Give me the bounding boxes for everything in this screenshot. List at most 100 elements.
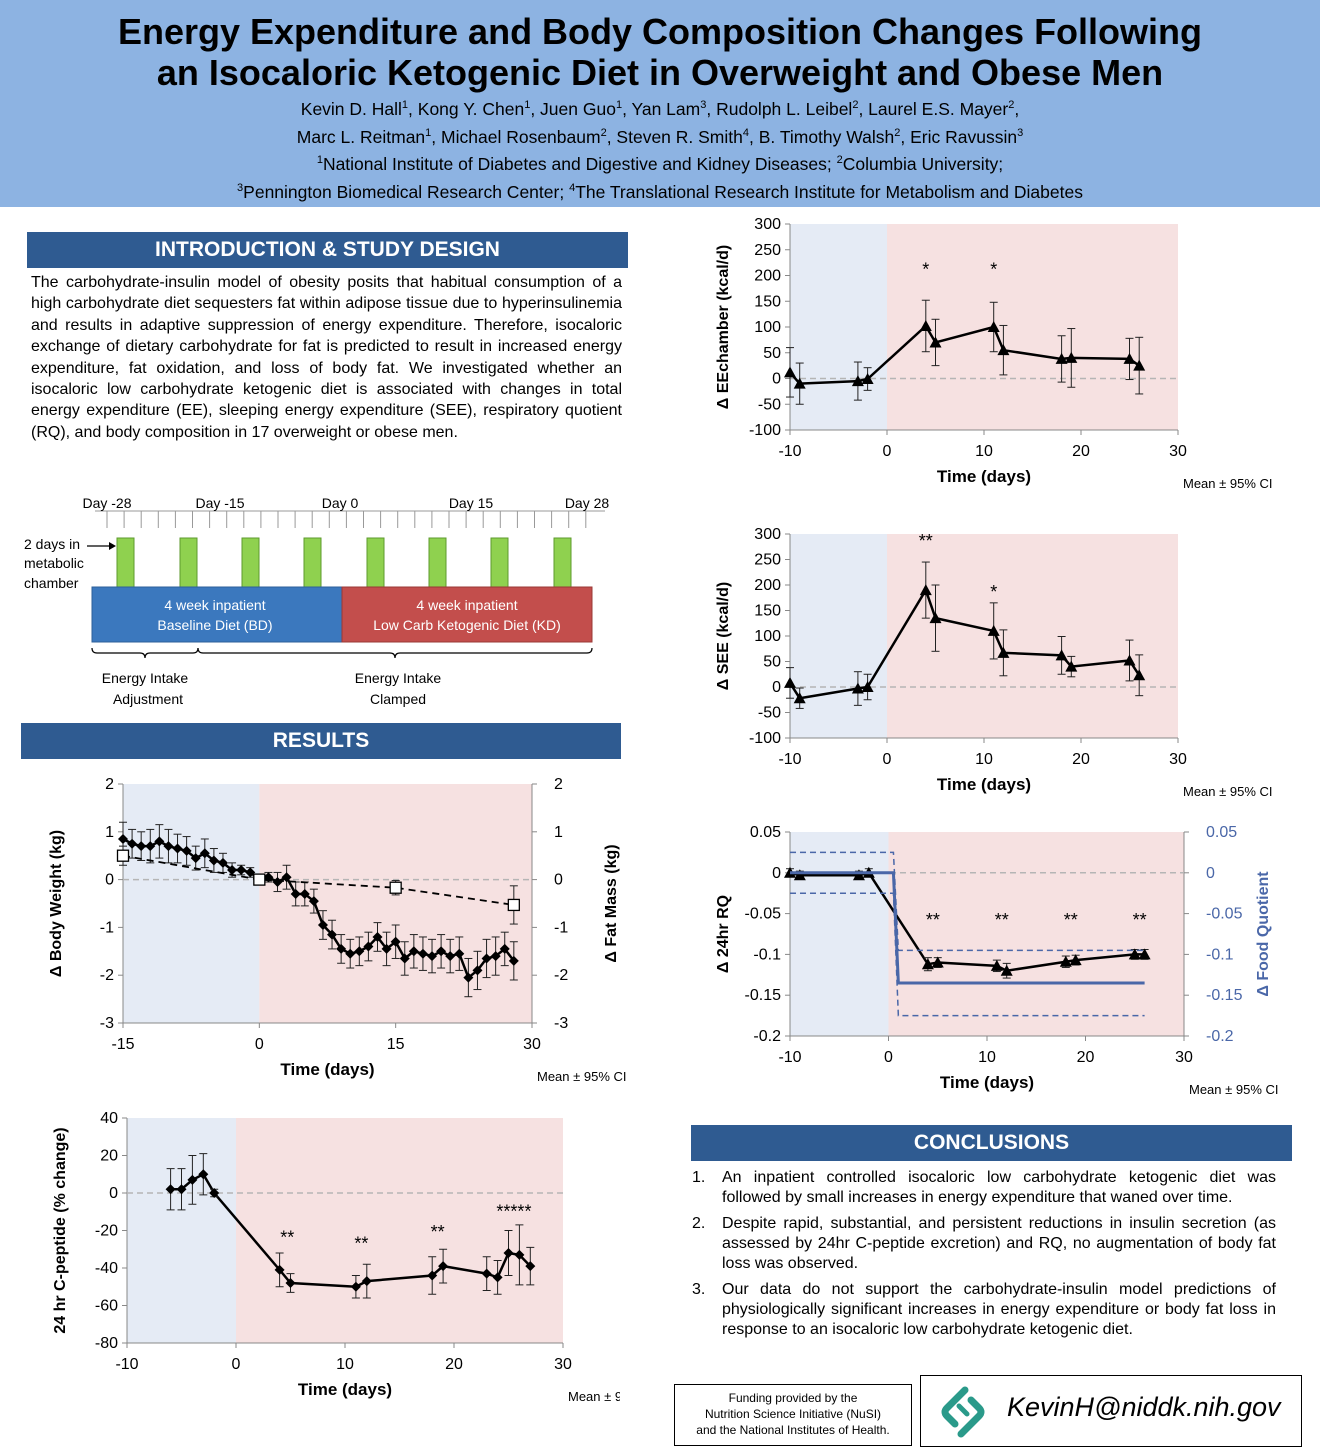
data-point [793,377,806,389]
conclusion-text: Our data do not support the carbohydrate… [722,1281,1276,1338]
y-tick-label: -20 [95,1223,118,1240]
baseline-period-shade [790,832,889,1036]
day-label: Day -15 [195,495,244,511]
y-tick-label: -0.15 [745,987,782,1004]
y-tick-label: 0.05 [750,824,781,841]
x-tick-label: 20 [1072,443,1090,460]
y-axis-label-right: Δ Food Quotient [1255,871,1272,997]
bracket-label: Adjustment [113,691,183,707]
data-point [327,929,338,940]
data-point [499,943,510,954]
data-point [1069,954,1082,966]
data-point [997,646,1010,658]
x-tick-label: -10 [115,1356,138,1373]
series-line [788,587,1141,700]
y-tick-label: -2 [100,967,114,984]
y-axis-label: Δ 24hr RQ [715,895,732,973]
y-tick-label: 300 [754,216,781,233]
significance-marker: * [922,260,929,280]
conclusion-item: 1. An inpatient controlled isocaloric low… [692,1169,1276,1206]
y-tick-label: -1 [100,919,114,936]
data-point [481,953,492,964]
data-point [514,1249,525,1260]
x-tick-label: 30 [1169,751,1187,768]
baseline-phase-label: Baseline Diet (BD) [157,617,272,633]
data-point [861,373,874,385]
significance-marker: ** [1064,910,1078,930]
data-point [427,1270,438,1281]
data-point [350,1281,361,1292]
x-axis-label: Time (days) [298,1380,392,1399]
x-tick-label: 30 [523,1036,541,1053]
chamber-stay-marker [490,537,509,588]
x-tick-label: 0 [883,751,892,768]
significance-marker: * [990,260,997,280]
affiliation: 1National Institute of Diabetes and Dige… [316,154,832,175]
significance-marker: ** [280,1228,294,1248]
data-point [417,948,428,959]
chamber-stay-marker [303,537,322,588]
y-axis-label: Δ EEchamber (kcal/d) [715,245,732,409]
y-tick-label: 20 [100,1148,118,1165]
data-point [136,841,147,852]
intro-heading: INTRODUCTION & STUDY DESIGN [27,232,628,268]
data-point [438,1261,449,1272]
author-list: Kevin D. Hall1, Kong Y. Chen1, Juen Guo1… [0,93,1320,149]
data-point [852,869,865,881]
data-point [354,946,365,957]
ci-note: Mean ± 95% CI [537,1069,626,1084]
data-point [317,920,328,931]
baseline-period-shade [123,784,260,1023]
y-tick-label: 0 [105,872,114,889]
x-tick-label: -10 [778,1049,801,1066]
data-point [427,951,438,962]
data-point [507,898,520,912]
day-label: Day 28 [565,495,610,511]
y-tick-label-right: 1 [554,824,563,841]
y-tick-label-right: -0.05 [1206,906,1243,923]
conclusion-text: Despite rapid, substantial, and persiste… [722,1215,1276,1272]
significance-marker: ** [995,910,1009,930]
data-point [263,872,274,883]
x-axis-label: Time (days) [937,775,1031,794]
y-tick-label: 0 [772,371,781,388]
significance-marker: ** [919,531,933,551]
data-point [198,1169,209,1180]
rq-chart: -0.2 -0.2 -0.15 -0.15 -0.1 -0.1 -0.05 -0.05 0 0 0.… [715,824,1279,1097]
y-tick-label: -0.1 [753,946,781,963]
data-point [1065,351,1078,363]
data-point [793,869,806,881]
x-tick-label: -10 [778,751,801,768]
conclusions-list: 1. An inpatient controlled isocaloric low… [692,1168,1276,1346]
data-point [163,841,174,852]
y-tick-label: -80 [95,1335,118,1352]
data-point [1123,352,1136,364]
y-tick-label-right: -2 [554,967,568,984]
x-tick-label: 20 [1077,1049,1095,1066]
data-point [389,881,402,894]
y-tick-label-right: 0.05 [1206,824,1237,841]
study-design-diagram: Day -28 Day -15 Day 0 Day 15 Day 28 2 da… [24,495,610,707]
series-line [170,1172,532,1289]
x-tick-label: 20 [445,1356,463,1373]
day-label: Day 0 [322,495,359,511]
keto-period-shade [887,534,1178,738]
nih-logo-icon [941,1386,985,1438]
data-point [784,676,796,688]
data-point [492,1272,503,1283]
contact-email[interactable]: KevinH@niddk.nih.gov [1007,1392,1281,1422]
chamber-stay-marker [116,537,135,588]
data-point [187,1174,198,1185]
y-axis-label: 24 hr C-peptide (% change) [52,1127,69,1333]
chamber-note: chamber [24,575,79,591]
keto-phase-box [341,586,593,643]
y-tick-label: 150 [754,293,781,310]
y-tick-label: 250 [754,552,781,569]
data-point [390,936,401,947]
data-point [861,681,874,692]
bracket-clamped [197,647,593,659]
data-point [490,951,501,962]
data-point [209,1188,220,1198]
food-quotient-line [790,871,1145,985]
y-tick-label-right: -3 [554,1015,568,1032]
